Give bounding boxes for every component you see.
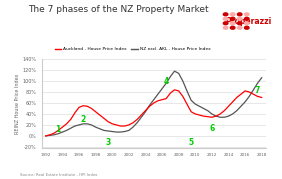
Text: The 7 phases of the NZ Property Market: The 7 phases of the NZ Property Market [28, 5, 209, 14]
Text: Source: Real Estate Institute - HPI Index: Source: Real Estate Institute - HPI Inde… [20, 173, 97, 177]
Text: Properazzi: Properazzi [225, 17, 271, 26]
Text: 1: 1 [56, 125, 61, 134]
Text: 6: 6 [209, 124, 215, 133]
Text: 3: 3 [105, 138, 111, 147]
Text: 5: 5 [189, 138, 194, 147]
Text: 7: 7 [255, 86, 260, 95]
Legend: Auckland - House Price Index, NZ excl. AKL - House Price Index: Auckland - House Price Index, NZ excl. A… [53, 45, 212, 53]
Text: 4: 4 [164, 76, 169, 86]
Y-axis label: REINZ House Price Index: REINZ House Price Index [15, 73, 20, 134]
Text: 2: 2 [81, 115, 86, 124]
